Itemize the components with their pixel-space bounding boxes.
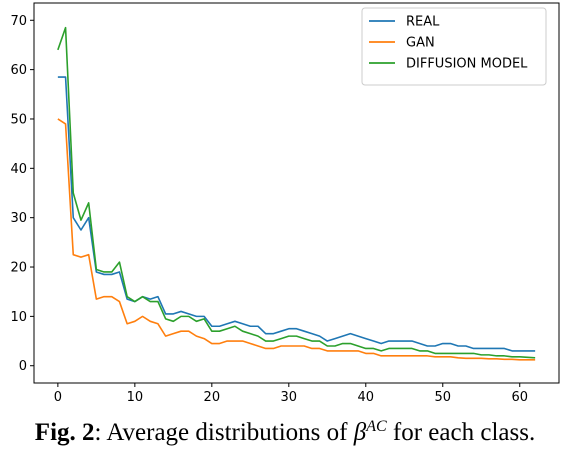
caption-superscript: AC xyxy=(366,418,387,435)
x-tick-label: 40 xyxy=(358,390,375,405)
caption-text-before: Average distributions of xyxy=(101,419,354,446)
x-tick-label: 30 xyxy=(281,390,298,405)
caption-label: Fig. 2 xyxy=(34,419,95,446)
legend-label-2: DIFFUSION MODEL xyxy=(406,57,528,72)
y-tick-label: 20 xyxy=(10,261,27,276)
caption-symbol: β xyxy=(353,419,367,446)
x-tick-label: 0 xyxy=(54,390,62,405)
legend-label-0: REAL xyxy=(406,15,440,30)
line-chart: 0 10 20 30 40 50 60 0 10 20 30 40 50 60 70 REAL GAN DIFF… xyxy=(10,2,560,405)
y-tick-label: 60 xyxy=(10,63,27,78)
y-tick-label: 40 xyxy=(10,162,27,177)
x-tick-label: 20 xyxy=(204,390,221,405)
x-tick-label: 10 xyxy=(127,390,144,405)
plot-frame xyxy=(33,2,560,384)
legend-label-1: GAN xyxy=(406,36,435,51)
y-tick-label: 30 xyxy=(10,211,27,226)
series-line-2 xyxy=(57,26,536,359)
y-tick-label: 0 xyxy=(19,359,27,374)
y-tick-label: 70 xyxy=(10,14,27,29)
y-tick-label: 10 xyxy=(10,310,27,325)
x-tick-label: 50 xyxy=(434,390,451,405)
legend: REAL GAN DIFFUSION MODEL xyxy=(361,7,547,86)
axis-ticks: 0 10 20 30 40 50 60 0 10 20 30 40 50 60 70 xyxy=(10,14,528,405)
legend-box xyxy=(361,7,547,86)
figure-caption: Fig. 2: Average distributions of βAC for… xyxy=(0,418,570,447)
x-tick-label: 60 xyxy=(511,390,528,405)
y-tick-label: 50 xyxy=(10,112,27,127)
caption-text-after: for each class. xyxy=(386,419,536,446)
series-line-1 xyxy=(57,118,536,361)
series-line-0 xyxy=(57,76,536,352)
series-layer xyxy=(57,26,536,361)
caption-separator: : xyxy=(94,419,102,446)
